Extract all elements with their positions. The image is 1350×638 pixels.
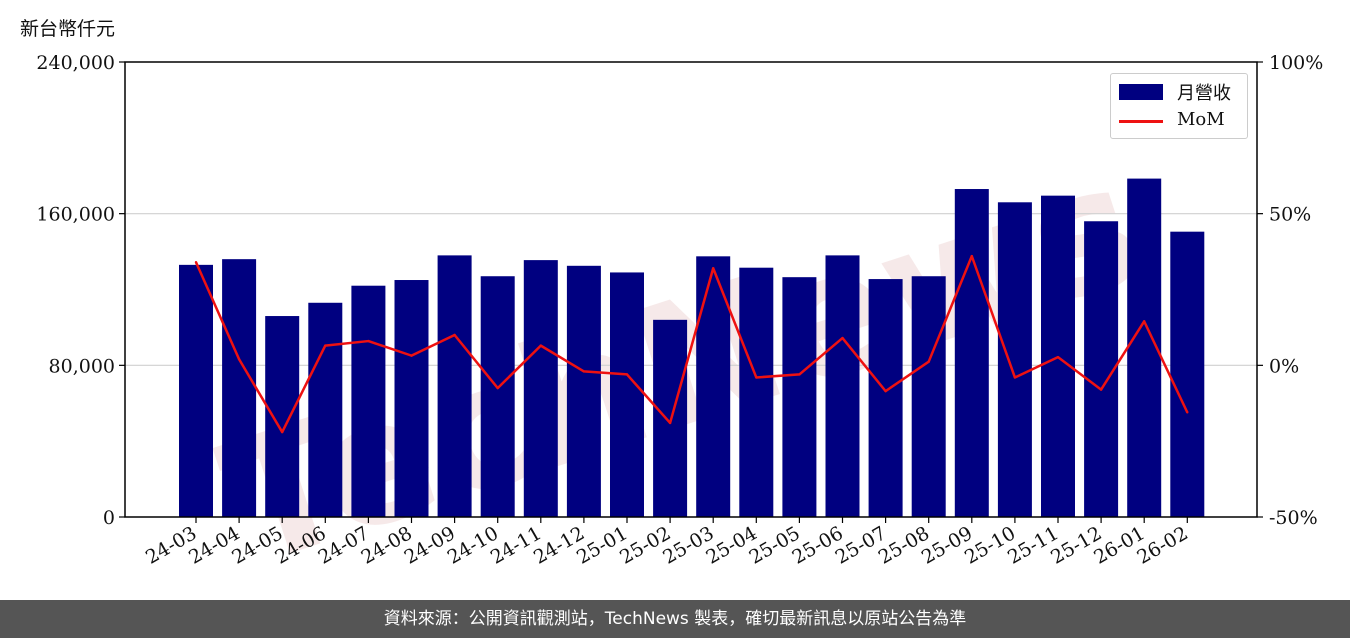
legend-line-swatch	[1119, 120, 1163, 123]
legend-line-label: MoM	[1177, 109, 1225, 130]
mom-point-25-01	[625, 373, 629, 376]
bar-25-12	[1084, 221, 1119, 517]
mom-point-25-03	[712, 267, 715, 270]
mom-point-24-12	[582, 370, 586, 373]
mom-point-24-03	[194, 261, 198, 264]
mom-point-25-08	[927, 360, 930, 363]
left-tick-label: 80,000	[49, 355, 115, 377]
bar-24-07	[351, 285, 386, 517]
mom-point-24-08	[410, 354, 413, 357]
mom-point-25-09	[970, 254, 973, 258]
legend-entry-bar: 月營收	[1111, 76, 1247, 106]
bar-25-07	[868, 279, 903, 517]
mom-line	[194, 254, 1189, 434]
mom-point-26-02	[1186, 411, 1189, 414]
bar-24-08	[394, 280, 429, 517]
mom-point-25-07	[884, 389, 887, 393]
legend-bar-swatch	[1119, 84, 1163, 100]
bar-24-03	[179, 264, 213, 517]
legend: 月營收 MoM	[1110, 73, 1248, 139]
mom-point-25-10	[1013, 376, 1017, 379]
bar-25-06	[825, 255, 860, 517]
right-tick-label: 100%	[1269, 52, 1323, 74]
mom-point-26-01	[1143, 320, 1146, 323]
bar-25-01	[610, 272, 644, 517]
revenue-chart: TechNews080,000160,000240,000-50%0%50%10…	[36, 52, 1323, 605]
bar-24-04	[222, 259, 257, 517]
bar-24-05	[265, 316, 300, 517]
bar-25-05	[782, 277, 817, 517]
mom-point-24-04	[237, 358, 241, 361]
bar-26-02	[1170, 231, 1205, 518]
mom-point-25-11	[1056, 355, 1060, 359]
bar-24-12	[566, 265, 601, 517]
mom-point-24-10	[496, 386, 499, 390]
x-tick-label: 26-02	[1133, 522, 1191, 568]
right-tick-label: 0%	[1269, 355, 1299, 377]
bar-24-09	[437, 255, 472, 517]
bar-25-10	[997, 202, 1032, 517]
bar-25-04	[739, 267, 774, 517]
mom-point-24-05	[281, 430, 284, 434]
left-axis-unit-label: 新台幣仟元	[20, 18, 116, 40]
mom-point-24-06	[324, 344, 327, 347]
mom-point-25-12	[1099, 388, 1103, 391]
plot-frame	[124, 61, 1258, 518]
legend-entry-line: MoM	[1111, 106, 1247, 136]
left-tick-label: 160,000	[36, 204, 115, 226]
left-tick-label: 240,000	[36, 52, 115, 74]
bar-24-10	[480, 276, 515, 517]
bar-25-08	[911, 276, 946, 517]
source-footer: 資料來源：公開資訊觀測站，TechNews 製表，確切最新訊息以原站公告為準	[0, 600, 1350, 638]
right-tick-label: -50%	[1269, 507, 1318, 529]
bar-24-06	[308, 302, 343, 517]
mom-point-24-07	[367, 339, 370, 343]
mom-point-25-06	[841, 336, 844, 340]
legend-bar-label: 月營收	[1177, 83, 1231, 104]
mom-point-24-11	[539, 344, 542, 347]
bar-25-09	[954, 189, 989, 518]
mom-point-25-04	[755, 376, 758, 379]
bar-24-11	[523, 260, 558, 517]
mom-point-25-05	[798, 373, 801, 376]
mom-point-25-02	[668, 421, 672, 425]
mom-point-24-09	[453, 333, 456, 337]
right-tick-label: 50%	[1269, 204, 1311, 226]
left-tick-label: 0	[103, 507, 115, 529]
